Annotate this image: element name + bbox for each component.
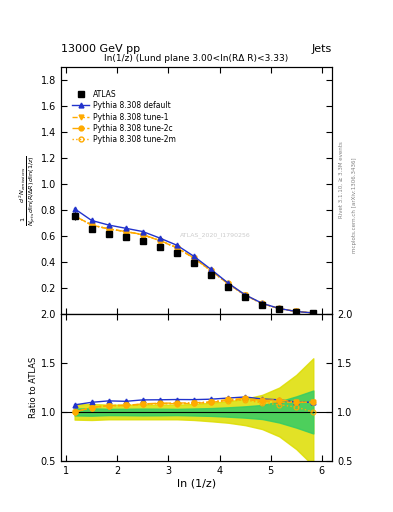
Text: 13000 GeV pp: 13000 GeV pp: [61, 44, 140, 54]
Y-axis label: $\frac{1}{N_{jets}}\frac{d^2 N_{emissions}}{d\ln(R/\Delta R)\,d\ln(1/z)}$: $\frac{1}{N_{jets}}\frac{d^2 N_{emission…: [17, 155, 38, 226]
Text: Rivet 3.1.10, ≥ 3.3M events: Rivet 3.1.10, ≥ 3.3M events: [339, 141, 344, 218]
Text: Jets: Jets: [312, 44, 332, 54]
Title: ln(1/z) (Lund plane 3.00<ln(RΔ R)<3.33): ln(1/z) (Lund plane 3.00<ln(RΔ R)<3.33): [105, 54, 288, 63]
Text: mcplots.cern.ch [arXiv:1306.3436]: mcplots.cern.ch [arXiv:1306.3436]: [352, 157, 357, 252]
Y-axis label: Ratio to ATLAS: Ratio to ATLAS: [29, 357, 38, 418]
Text: ATLAS_2020_I1790256: ATLAS_2020_I1790256: [180, 232, 251, 238]
X-axis label: ln (1/z): ln (1/z): [177, 478, 216, 488]
Legend: ATLAS, Pythia 8.308 default, Pythia 8.308 tune-1, Pythia 8.308 tune-2c, Pythia 8: ATLAS, Pythia 8.308 default, Pythia 8.30…: [70, 88, 178, 146]
